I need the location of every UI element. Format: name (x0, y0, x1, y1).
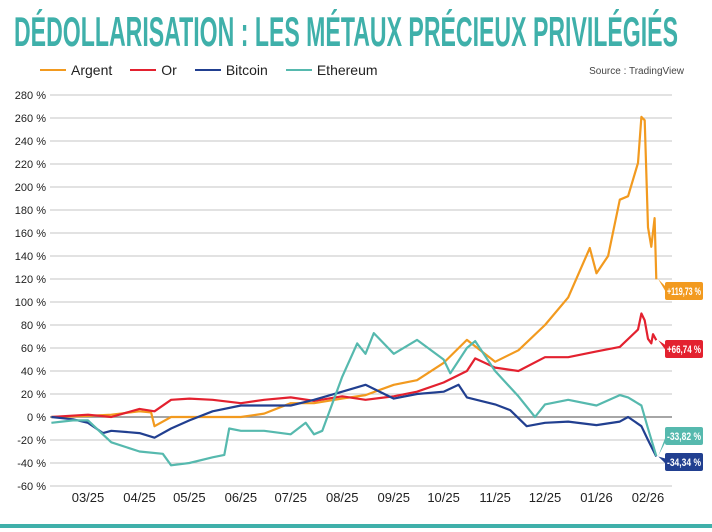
legend-item-argent: Argent (40, 62, 112, 78)
title-area: DÉDOLLARISATION : LES MÉTAUX PRÉCIEUX PR… (14, 8, 678, 55)
series-line-bitcoin (51, 383, 658, 457)
y-tick-label: 40 % (21, 366, 46, 378)
end-label-ethereum: -33,82 % (667, 431, 701, 443)
y-tick-label: -40 % (17, 458, 46, 470)
chart-title: DÉDOLLARISATION : LES MÉTAUX PRÉCIEUX PR… (14, 8, 678, 55)
x-tick-label: 11/25 (479, 490, 511, 505)
legend-label: Or (161, 62, 177, 78)
series-line-argent (51, 115, 658, 428)
y-tick-label: 220 % (15, 159, 46, 171)
y-tick-label: 80 % (21, 320, 46, 332)
x-tick-label: 07/25 (274, 490, 307, 505)
end-label-box-or (665, 340, 703, 358)
legend-swatch (40, 69, 66, 71)
source-note: Source : TradingView (589, 66, 684, 77)
legend-swatch (194, 69, 221, 71)
legend-label: Argent (71, 62, 113, 78)
x-tick-label: 02/26 (632, 490, 665, 505)
legend: Argent Or Bitcoin Ethereum (40, 62, 378, 78)
y-tick-label: 140 % (15, 251, 46, 263)
end-label-box-argent (665, 282, 703, 300)
end-label-pointer (658, 340, 667, 352)
y-tick-label: 200 % (15, 182, 46, 194)
x-tick-label: 05/25 (173, 490, 206, 505)
y-tick-label: 100 % (15, 297, 46, 309)
y-tick-label: 60 % (21, 343, 46, 355)
x-tick-label: 06/25 (225, 490, 258, 505)
legend-item-bitcoin: Bitcoin (194, 62, 268, 78)
end-label-box-bitcoin (665, 453, 703, 471)
legend-item-ethereum: Ethereum (285, 62, 378, 78)
end-label-pointer (658, 433, 667, 456)
y-tick-label: 0 % (27, 412, 46, 424)
legend-item-or: Or (130, 62, 177, 78)
line-chart: 280 % 260 % 240 % 220 % 200 % 180 % 160 % 140 %… (15, 90, 703, 505)
end-label-box-ethereum (665, 427, 703, 445)
x-tick-label: 04/25 (123, 490, 156, 505)
y-tick-label: 180 % (15, 205, 46, 217)
y-tick-label: 280 % (15, 90, 46, 102)
end-label-pointer (658, 456, 667, 465)
y-tick-label: 120 % (15, 274, 46, 286)
y-tick-label: 260 % (15, 113, 46, 125)
y-tick-label: -60 % (17, 481, 46, 493)
end-label-or: +66,74 % (667, 344, 701, 356)
y-tick-label: -20 % (17, 435, 46, 447)
end-label-argent: +119,73 % (667, 286, 701, 298)
bottom-rule (0, 524, 712, 528)
x-tick-label: 10/25 (427, 490, 460, 505)
end-label-pointer (658, 279, 667, 294)
y-tick-label: 240 % (15, 136, 46, 148)
series-line-ethereum (51, 332, 658, 467)
x-tick-label: 09/25 (377, 490, 410, 505)
legend-label: Ethereum (316, 62, 378, 78)
legend-label: Bitcoin (225, 62, 268, 78)
series-line-or (51, 312, 658, 419)
x-tick-label: 03/25 (72, 490, 105, 505)
x-tick-label: 01/26 (580, 490, 613, 505)
y-tick-label: 20 % (21, 389, 46, 401)
legend-swatch (130, 69, 157, 71)
y-tick-label: 160 % (15, 228, 46, 240)
x-tick-label: 08/25 (326, 490, 359, 505)
x-tick-label: 12/25 (529, 490, 562, 505)
legend-swatch (285, 69, 312, 71)
end-label-bitcoin: -34,34 % (667, 457, 701, 469)
